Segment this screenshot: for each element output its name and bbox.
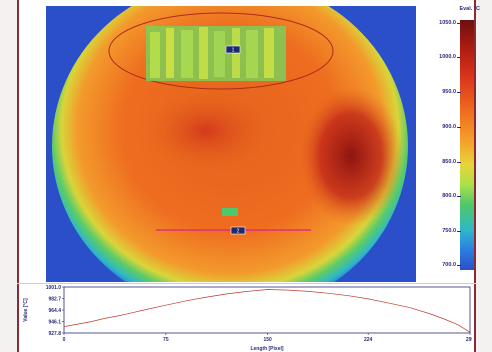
y-tick-label: 927.8 bbox=[48, 331, 61, 337]
y-tick-label: 1001.0 bbox=[46, 285, 62, 291]
y-tick-label: 982.7 bbox=[48, 296, 61, 302]
plot-area bbox=[63, 286, 471, 334]
marker-1[interactable]: 1 bbox=[225, 45, 241, 54]
profile-chart: Value [°C] Length [Pixel] 1001.0 982.7 964… bbox=[20, 285, 472, 352]
profile-chart-svg: Value [°C] Length [Pixel] 1001.0 982.7 964… bbox=[23, 285, 472, 352]
x-tick-label: 299 bbox=[466, 337, 472, 343]
scale-tick: 750.0 bbox=[422, 228, 461, 234]
hot-region-center bbox=[144, 91, 268, 171]
roi-ellipse[interactable] bbox=[108, 12, 334, 90]
cool-patch bbox=[146, 26, 286, 81]
hot-region-right bbox=[299, 86, 403, 226]
y-tick-label: 964.4 bbox=[48, 308, 61, 314]
x-tick-label: 150 bbox=[264, 337, 273, 343]
scale-tick: 950.0 bbox=[422, 89, 461, 95]
thermal-image-canvas: 1 2 bbox=[46, 6, 416, 282]
marker-1-label: 1 bbox=[232, 48, 235, 54]
scale-title: Eval. °C bbox=[459, 6, 480, 12]
separator bbox=[17, 283, 476, 284]
thermal-image[interactable]: 1 2 bbox=[46, 6, 416, 282]
x-tick-label: 224 bbox=[364, 337, 373, 343]
y-axis-label: Value [°C] bbox=[23, 298, 29, 322]
y-tick-label: 946.1 bbox=[48, 319, 61, 325]
x-tick-label: 75 bbox=[163, 337, 169, 343]
x-tick-label: 0 bbox=[63, 337, 66, 343]
marker-2[interactable]: 2 bbox=[230, 226, 246, 235]
scale-tick: 700.0 bbox=[422, 262, 461, 268]
profile-series-line bbox=[63, 289, 471, 333]
cool-spot bbox=[222, 208, 238, 216]
scale-tick: 850.0 bbox=[422, 159, 461, 165]
scale-tick: 1000.0 bbox=[422, 54, 461, 60]
color-scale: Eval. °C 1050.0 1000.0 950.0 900.0 850.0… bbox=[418, 6, 480, 270]
marker-2-label: 2 bbox=[237, 229, 240, 235]
scale-tick: 900.0 bbox=[422, 124, 461, 130]
x-axis-label: Length [Pixel] bbox=[250, 346, 283, 352]
scale-gradient-bar bbox=[460, 20, 474, 270]
scale-tick: 1050.0 bbox=[422, 20, 461, 26]
scale-tick: 800.0 bbox=[422, 193, 461, 199]
